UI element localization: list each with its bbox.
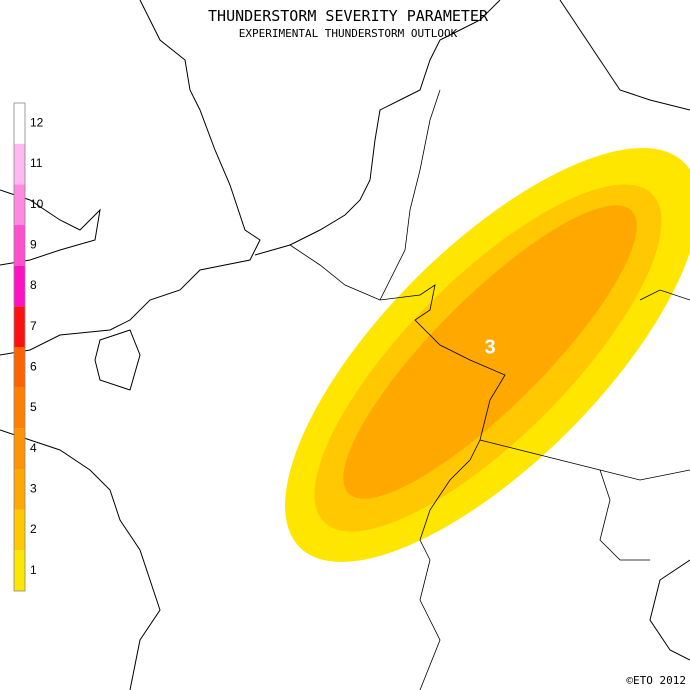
legend-label: 1 (30, 563, 37, 577)
legend-swatch (14, 387, 25, 429)
legend-label: 8 (30, 278, 37, 292)
level-3-area (343, 205, 637, 499)
legend-label: 3 (30, 482, 37, 496)
alps-border (479, 439, 690, 481)
legend-label: 4 (30, 441, 37, 455)
legend-label: 9 (30, 238, 37, 252)
legend-swatch (14, 184, 25, 225)
legend-label: 6 (30, 360, 37, 374)
britain-coast (0, 0, 261, 356)
legend-frame (13, 102, 26, 592)
title: THUNDERSTORM SEVERITY PARAMETER (208, 7, 489, 25)
east-border (639, 289, 690, 301)
france-border (289, 244, 506, 690)
legend-swatch (14, 306, 25, 347)
legend-label: 12 (30, 116, 44, 130)
legend-label: 11 (30, 156, 43, 170)
baltic-coast (559, 0, 690, 111)
legend-swatch (14, 509, 25, 551)
legend-swatch (14, 265, 25, 307)
italy-border (599, 469, 650, 561)
biscay-coast (0, 429, 161, 690)
subtitle: EXPERIMENTAL THUNDERSTORM OUTLOOK (239, 27, 458, 40)
legend-swatch (14, 550, 25, 591)
legend-label: 10 (30, 197, 44, 211)
channel-islands (94, 329, 141, 391)
north-coast (254, 0, 501, 256)
legend-swatch (14, 428, 25, 469)
legend-label: 5 (30, 400, 37, 414)
adriatic-coast (649, 559, 690, 661)
wales-coast (0, 189, 101, 266)
legend-swatch (14, 347, 25, 388)
level-label: 3 (484, 336, 495, 358)
risk-area (285, 148, 690, 562)
legend-swatch (14, 143, 25, 185)
legend-label: 2 (30, 522, 37, 536)
benelux-border (379, 89, 441, 301)
legend-swatch (14, 225, 25, 266)
borders (289, 89, 690, 690)
legend-swatch (14, 469, 25, 510)
legend-label: 7 (30, 319, 37, 333)
credit: ©ETO 2012 (626, 674, 686, 687)
legend-swatch (14, 103, 25, 144)
